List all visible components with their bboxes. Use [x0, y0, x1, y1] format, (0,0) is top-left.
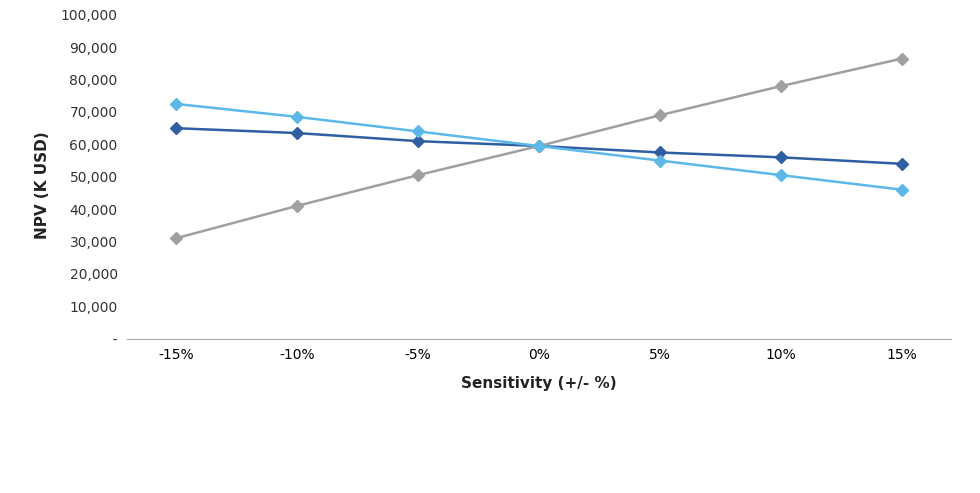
LOM OPEX: [412, 129, 423, 135]
Line: Capex: Capex: [172, 124, 906, 168]
Selling Price: [655, 112, 666, 118]
Selling Price: [897, 56, 908, 62]
X-axis label: Sensitivity (+/- %): Sensitivity (+/- %): [462, 376, 616, 391]
LOM OPEX: [533, 143, 545, 149]
Capex: [170, 125, 181, 131]
Line: LOM OPEX: LOM OPEX: [172, 100, 906, 194]
Line: Selling Price: Selling Price: [172, 54, 906, 243]
LOM OPEX: [897, 187, 908, 193]
Selling Price: [533, 143, 545, 149]
LOM OPEX: [291, 114, 303, 120]
Selling Price: [412, 172, 423, 178]
Capex: [775, 154, 787, 160]
Capex: [897, 161, 908, 167]
Capex: [533, 143, 545, 149]
Selling Price: [291, 203, 303, 209]
Selling Price: [170, 235, 181, 241]
LOM OPEX: [655, 158, 666, 164]
Legend: Capex, Selling Price, LOM OPEX: Capex, Selling Price, LOM OPEX: [354, 491, 724, 493]
LOM OPEX: [170, 101, 181, 107]
Y-axis label: NPV (K USD): NPV (K USD): [34, 131, 50, 239]
Selling Price: [775, 83, 787, 89]
Capex: [655, 149, 666, 155]
LOM OPEX: [775, 172, 787, 178]
Capex: [291, 130, 303, 136]
Capex: [412, 138, 423, 144]
